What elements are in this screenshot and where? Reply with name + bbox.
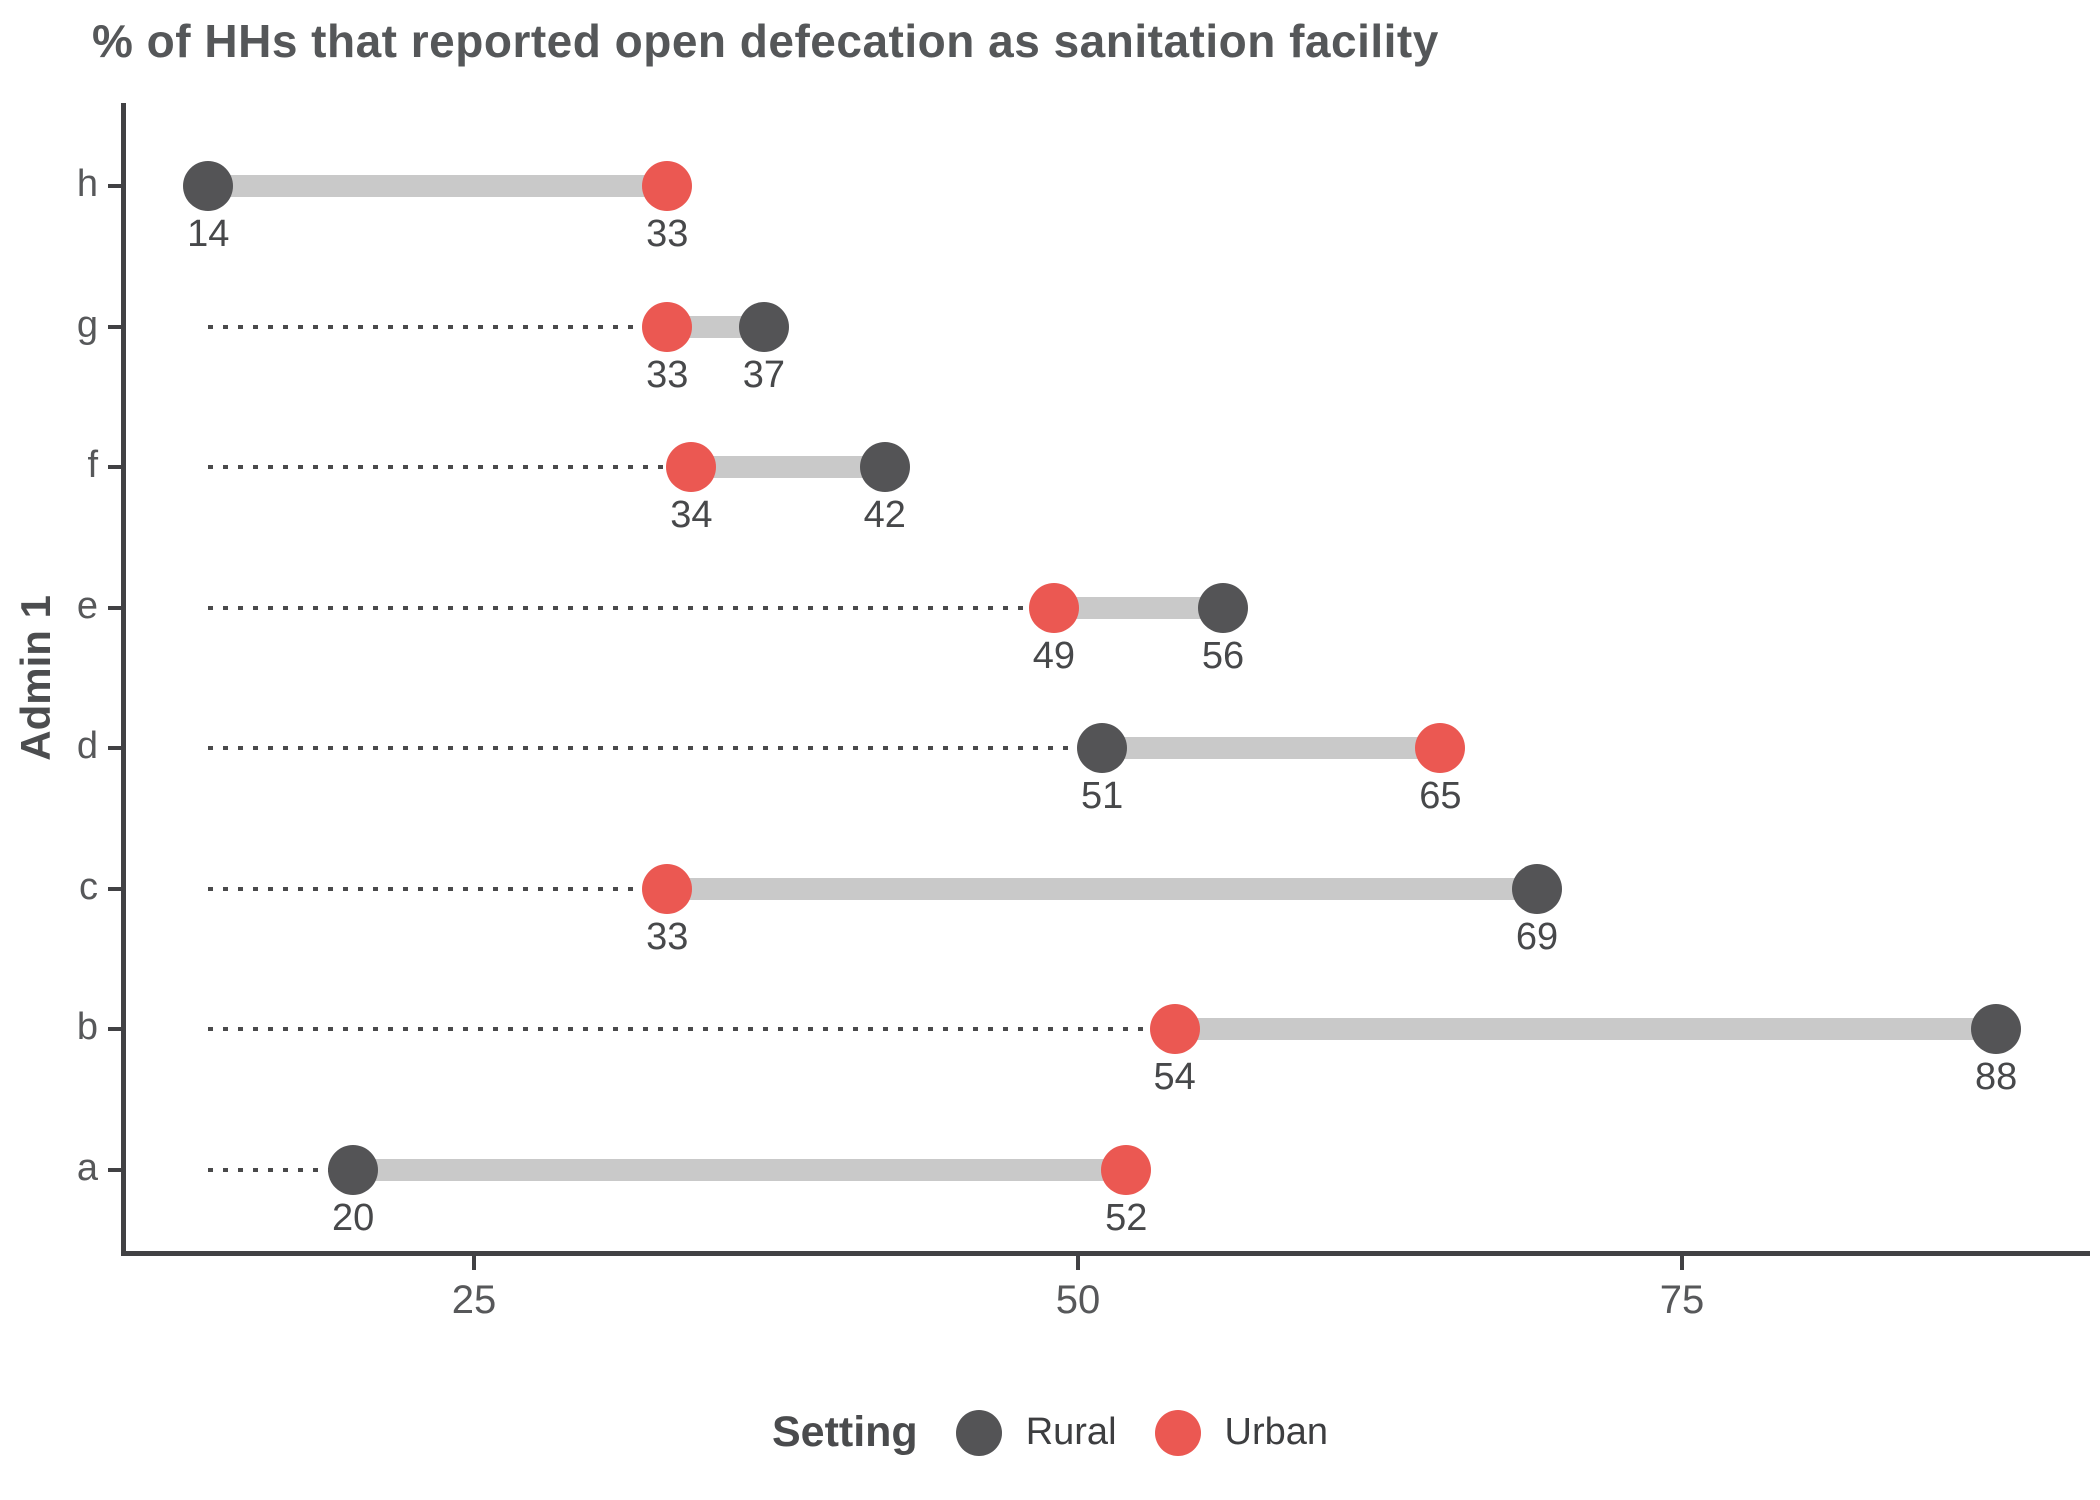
rural-swatch-icon — [955, 1409, 1002, 1456]
dumbbell-connector — [1102, 737, 1441, 760]
category-label: a — [76, 1146, 98, 1189]
y-tick — [108, 1027, 122, 1032]
data-point-rural — [1077, 723, 1128, 774]
data-point-rural — [1512, 863, 1563, 914]
category-label: h — [76, 162, 98, 205]
dotted-reference-line — [208, 1027, 1175, 1032]
y-axis-title: Admin 1 — [12, 595, 59, 761]
dumbbell-connector — [208, 175, 668, 197]
value-label: 51 — [1081, 775, 1124, 818]
data-point-urban — [642, 301, 693, 352]
data-point-urban — [1028, 582, 1079, 633]
dumbbell-connector — [1053, 596, 1223, 619]
category-label: c — [79, 865, 98, 908]
data-point-urban — [1101, 1144, 1152, 1195]
value-label: 34 — [670, 494, 713, 537]
y-tick — [108, 746, 122, 751]
dumbbell-connector — [1174, 1018, 1997, 1041]
data-point-rural — [1197, 582, 1248, 633]
dumbbell-connector — [353, 1158, 1127, 1181]
category-label: e — [76, 584, 98, 627]
data-point-rural — [1971, 1004, 2022, 1055]
dotted-reference-line — [208, 746, 1103, 751]
y-tick — [108, 1167, 122, 1172]
x-tick-label: 50 — [1055, 1278, 1101, 1322]
data-point-urban — [642, 161, 693, 211]
value-label: 14 — [187, 213, 230, 255]
x-tick-label: 75 — [1659, 1278, 1705, 1322]
data-point-urban — [1415, 723, 1466, 774]
data-point-urban — [642, 863, 693, 914]
y-tick — [108, 324, 122, 329]
data-point-urban — [666, 442, 717, 493]
y-tick — [108, 605, 122, 610]
value-label: 42 — [863, 494, 906, 537]
category-label: f — [87, 443, 98, 486]
y-axis-line — [121, 103, 126, 1255]
dotted-reference-line — [208, 465, 692, 470]
value-label: 56 — [1201, 634, 1245, 677]
dotted-reference-line — [208, 324, 668, 329]
category-label: d — [76, 725, 98, 768]
value-label: 52 — [1105, 1196, 1148, 1239]
legend-label-rural: Rural — [1025, 1411, 1117, 1453]
y-tick — [108, 184, 122, 188]
x-tick-label: 25 — [451, 1278, 497, 1322]
urban-swatch-icon — [1154, 1409, 1201, 1456]
dotted-reference-line — [208, 605, 1054, 610]
category-label: b — [76, 1006, 98, 1049]
dumbbell-connector — [667, 877, 1538, 900]
value-label: 69 — [1515, 915, 1559, 958]
value-label: 33 — [646, 353, 689, 396]
y-tick — [108, 886, 122, 891]
data-point-rural — [328, 1144, 379, 1195]
dumbbell-connector — [691, 456, 885, 479]
data-point-rural — [183, 161, 234, 211]
x-axis-line — [121, 1251, 2090, 1256]
value-label: 49 — [1032, 634, 1075, 677]
value-label: 37 — [742, 353, 786, 396]
legend-title: Setting — [771, 1408, 918, 1456]
dotted-reference-line — [208, 1167, 354, 1172]
value-label: 88 — [1974, 1056, 2018, 1099]
value-label: 20 — [332, 1196, 375, 1239]
x-tick — [1680, 1256, 1684, 1270]
dotted-reference-line — [208, 886, 668, 891]
x-tick — [1076, 1256, 1080, 1270]
legend: Setting Rural Urban — [0, 1408, 2100, 1457]
category-label: g — [76, 303, 98, 346]
data-point-urban — [1149, 1004, 1200, 1055]
y-tick — [108, 465, 122, 470]
legend-label-urban: Urban — [1224, 1411, 1329, 1453]
legend-item-rural: Rural — [955, 1409, 1117, 1456]
value-label: 33 — [646, 213, 689, 255]
value-label: 65 — [1419, 775, 1462, 818]
legend-item-urban: Urban — [1154, 1409, 1329, 1456]
x-tick — [472, 1256, 476, 1270]
value-label: 33 — [646, 915, 689, 958]
data-point-rural — [859, 442, 910, 493]
value-label: 54 — [1153, 1056, 1196, 1099]
chart-title: % of HHs that reported open defecation a… — [92, 15, 1439, 67]
data-point-rural — [738, 301, 789, 352]
